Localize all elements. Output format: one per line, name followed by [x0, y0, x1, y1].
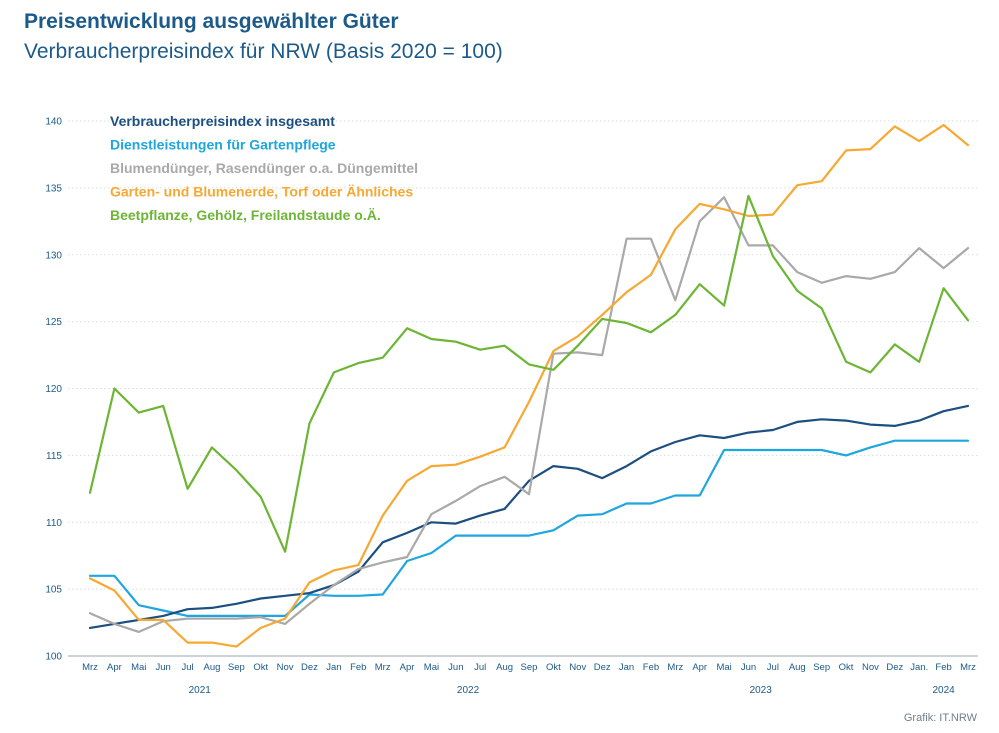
y-tick-label: 110 — [46, 518, 62, 529]
x-tick-label: Jun — [448, 662, 463, 673]
year-label: 2023 — [750, 685, 773, 696]
x-tick-label: Aug — [203, 662, 220, 673]
x-tick-label: Jan — [619, 662, 634, 673]
x-tick-label: Mrz — [82, 662, 98, 673]
x-tick-label: Apr — [107, 662, 122, 673]
x-tick-label: Sep — [521, 662, 538, 673]
x-tick-label: Jan. — [910, 662, 928, 673]
legend-entry: Beetpflanze, Gehölz, Freilandstaude o.Ä. — [110, 207, 381, 223]
year-label: 2022 — [457, 685, 480, 696]
x-tick-label: Dez — [594, 662, 611, 673]
x-tick-label: Mrz — [375, 662, 391, 673]
source-credit: Grafik: IT.NRW — [903, 712, 977, 724]
x-tick-label: Sep — [813, 662, 830, 673]
series-line — [88, 123, 970, 648]
x-tick-label: Dez — [301, 662, 318, 673]
y-tick-label: 130 — [45, 250, 62, 261]
x-tick-label: Mai — [424, 662, 439, 673]
x-tick-label: Okt — [546, 662, 561, 673]
x-tick-label: Jan — [326, 662, 341, 673]
x-tick-label: Jul — [767, 662, 779, 673]
y-tick-label: 140 — [45, 117, 62, 128]
x-tick-label: Sep — [228, 662, 245, 673]
y-tick-label: 105 — [45, 585, 62, 596]
year-label: 2024 — [932, 685, 955, 696]
series-line — [88, 194, 970, 553]
legend-entry: Garten- und Blumenerde, Torf oder Ähnlic… — [110, 184, 413, 200]
series-line — [88, 196, 970, 634]
x-tick-label: Okt — [253, 662, 268, 673]
x-tick-label: Feb — [350, 662, 366, 673]
x-tick-label: Aug — [496, 662, 513, 673]
series-line — [88, 404, 970, 630]
legend-entry: Blumendünger, Rasendünger o.a. Düngemitt… — [110, 160, 418, 176]
y-tick-label: 100 — [45, 652, 62, 663]
x-tick-label: Apr — [692, 662, 707, 673]
chart-subtitle: Verbraucherpreisindex für NRW (Basis 202… — [24, 40, 503, 63]
x-tick-label: Mai — [716, 662, 731, 673]
y-tick-label: 120 — [45, 384, 62, 395]
y-tick-label: 115 — [46, 451, 62, 462]
x-tick-label: Feb — [935, 662, 951, 673]
x-tick-label: Jul — [474, 662, 486, 673]
chart-title: Preisentwicklung ausgewählter Güter — [24, 10, 399, 33]
x-tick-label: Dez — [886, 662, 903, 673]
x-tick-label: Jul — [181, 662, 193, 673]
x-tick-label: Nov — [569, 662, 586, 673]
y-tick-label: 125 — [45, 317, 62, 328]
x-tick-label: Jun — [156, 662, 171, 673]
year-label: 2021 — [189, 685, 212, 696]
x-tick-label: Mrz — [960, 662, 976, 673]
legend-entry: Verbraucherpreisindex insgesamt — [110, 113, 335, 129]
x-tick-label: Nov — [862, 662, 879, 673]
x-tick-label: Jun — [741, 662, 756, 673]
x-tick-label: Mai — [131, 662, 146, 673]
x-tick-label: Mrz — [667, 662, 683, 673]
x-tick-label: Okt — [839, 662, 854, 673]
x-tick-label: Feb — [643, 662, 659, 673]
x-tick-label: Apr — [400, 662, 415, 673]
legend-entry: Dienstleistungen für Gartenpflege — [110, 137, 336, 153]
series-line — [88, 439, 970, 618]
x-tick-label: Aug — [789, 662, 806, 673]
y-tick-label: 135 — [45, 183, 62, 194]
x-tick-label: Nov — [277, 662, 294, 673]
